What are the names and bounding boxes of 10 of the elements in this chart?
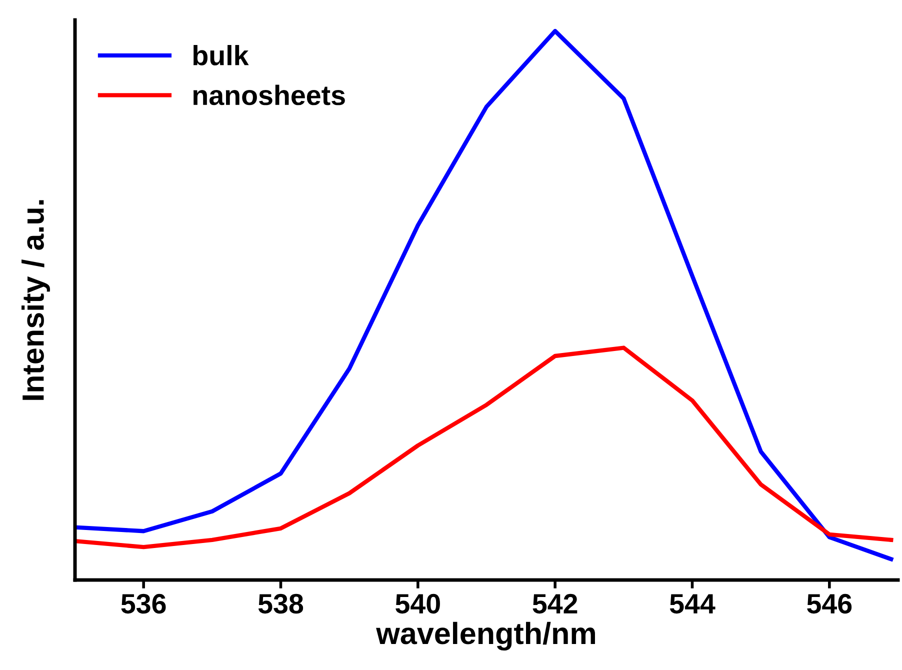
x-tick-label: 542	[532, 594, 578, 614]
x-tick-label: 538	[258, 594, 304, 614]
x-tick-label: 540	[396, 594, 440, 614]
x-tick-label: 544	[670, 594, 716, 614]
x-axis-title: wavelength/nm	[376, 622, 595, 650]
y-axis-title: Intensity / a.u.	[22, 200, 50, 400]
x-tick-label: 536	[121, 594, 166, 614]
legend-label: nanosheets	[194, 84, 345, 106]
x-tick-label: 546	[807, 594, 852, 614]
legend-label: bulk	[194, 45, 249, 66]
